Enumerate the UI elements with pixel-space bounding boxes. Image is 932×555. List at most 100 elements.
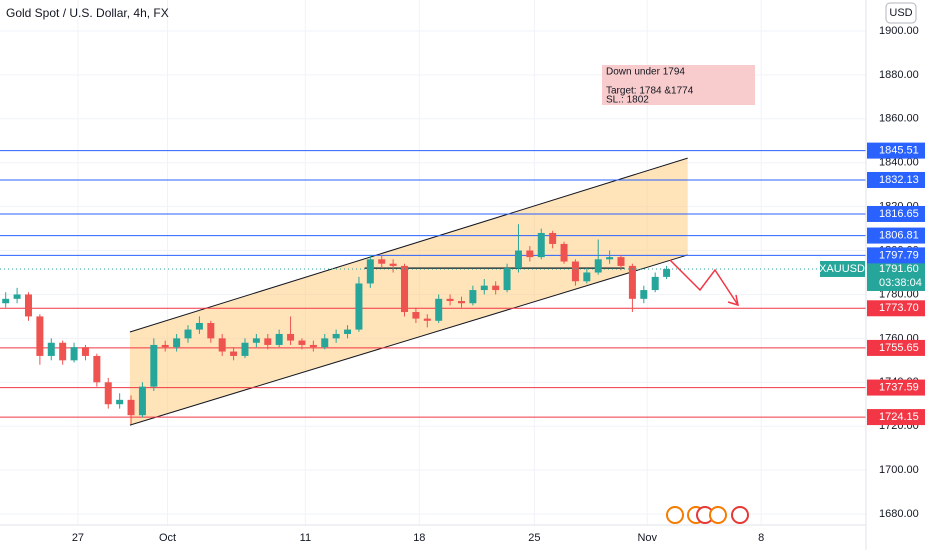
note-line: Target: 1784 &1774 — [606, 86, 694, 97]
y-tick-label: 1680.00 — [879, 508, 919, 520]
candle-body — [492, 285, 500, 291]
candle-body — [583, 272, 591, 282]
countdown: 03:38:04 — [879, 277, 922, 289]
x-tick-label: 8 — [758, 532, 764, 544]
candle-body — [549, 232, 557, 244]
candle-body — [628, 265, 636, 299]
candle-body — [571, 261, 579, 282]
candle-body — [207, 322, 215, 339]
candle-body — [116, 399, 124, 405]
y-tick-label: 1900.00 — [879, 25, 919, 37]
candle-body — [309, 344, 317, 348]
level-label: 1816.65 — [879, 208, 919, 220]
candle-body — [252, 338, 260, 343]
candle-body — [560, 243, 568, 262]
level-label: 1724.15 — [879, 411, 919, 423]
currency-button[interactable] — [885, 2, 917, 24]
candle-body — [412, 312, 420, 319]
candle-body — [423, 318, 431, 321]
current-price-label: 1791.60 — [879, 263, 919, 275]
candle-body — [435, 298, 443, 321]
x-tick-label: Oct — [159, 532, 176, 544]
candle-body — [104, 382, 112, 405]
y-tick-label: 1700.00 — [879, 464, 919, 476]
candle-body — [514, 250, 522, 269]
level-label: 1797.79 — [879, 249, 919, 261]
level-tag — [867, 171, 925, 188]
candle-body — [298, 340, 306, 345]
x-tick-label: 18 — [413, 532, 425, 544]
candle-body — [59, 342, 67, 361]
candle-body — [401, 265, 409, 313]
level-label: 1755.65 — [879, 342, 919, 354]
level-tag — [867, 339, 925, 356]
event-icons — [666, 506, 749, 524]
candle-body — [332, 333, 340, 339]
candle-body — [366, 259, 374, 284]
x-tick-label: 11 — [300, 532, 311, 544]
candle-body — [36, 316, 44, 356]
price-tag — [867, 260, 925, 291]
level-tag — [867, 379, 925, 396]
y-tick-label: 1880.00 — [879, 69, 919, 81]
note-line: Down under 1794 — [606, 67, 685, 78]
candle-body — [651, 276, 659, 291]
candle-body — [81, 347, 89, 356]
candle-body — [47, 342, 55, 356]
candle-body — [241, 342, 249, 356]
candle-body — [93, 355, 101, 383]
candle-body — [150, 344, 158, 387]
candle-body — [264, 338, 272, 345]
candle-body — [184, 329, 192, 339]
candle-body — [446, 298, 454, 302]
symbol-label: XAUUSD — [819, 263, 865, 275]
candle-body — [195, 322, 203, 330]
candle-body — [321, 338, 329, 348]
candle-body — [389, 263, 397, 266]
candle-body — [617, 257, 625, 266]
level-label: 1806.81 — [879, 229, 919, 241]
x-tick-label: Nov — [637, 532, 657, 544]
level-tag — [867, 205, 925, 222]
candle-body — [378, 259, 386, 264]
y-tick-label: 1860.00 — [879, 113, 919, 125]
x-tick-label: 25 — [528, 532, 540, 544]
symbol-tag — [820, 260, 865, 277]
candle-body — [469, 290, 477, 304]
candle-body — [173, 338, 181, 348]
candle-body — [161, 344, 169, 348]
candle-body — [344, 329, 352, 334]
candle-body — [640, 290, 648, 299]
candle-body — [275, 333, 283, 345]
candle-body — [526, 250, 534, 258]
forecast-arrow — [669, 259, 739, 306]
candle-body — [230, 351, 238, 356]
candle-body — [594, 259, 602, 273]
channel-line — [129, 254, 688, 426]
level-label: 1832.13 — [879, 174, 919, 186]
level-tag — [867, 409, 925, 426]
candle-body — [537, 232, 545, 258]
chart-title: Gold Spot / U.S. Dollar, 4h, FX — [6, 6, 169, 20]
level-tag — [867, 142, 925, 159]
currency[interactable]: USD — [889, 7, 912, 19]
candle-body — [13, 294, 21, 299]
candle-body — [2, 298, 10, 304]
level-label: 1845.51 — [879, 145, 919, 157]
candle-body — [127, 399, 135, 416]
candle-body — [24, 294, 32, 317]
level-label: 1737.59 — [879, 381, 919, 393]
candle-body — [70, 347, 78, 361]
level-tag — [867, 227, 925, 244]
candle-body — [457, 301, 465, 304]
y-tick-label: 1840.00 — [879, 157, 919, 169]
level-tag — [867, 247, 925, 264]
channel-line — [129, 157, 688, 333]
note-line: SL.: 1802 — [606, 95, 649, 106]
candle-body — [138, 386, 146, 416]
candle-body — [218, 338, 226, 352]
level-tag — [867, 300, 925, 317]
x-tick-label: 27 — [72, 532, 84, 544]
